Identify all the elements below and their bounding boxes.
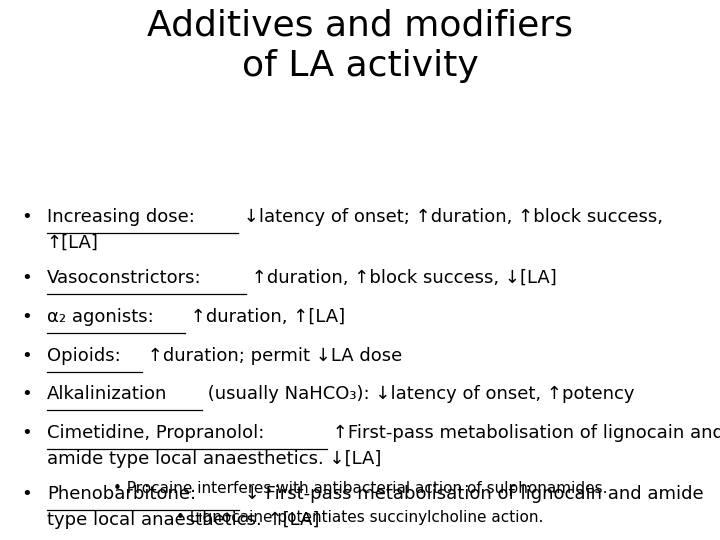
Text: ↑duration; permit ↓LA dose: ↑duration; permit ↓LA dose [142,347,402,364]
Text: ↓ First-pass metabolisation of lignocain and amide: ↓ First-pass metabolisation of lignocain… [239,485,704,503]
Text: Increasing dose:: Increasing dose: [47,208,194,226]
Text: •: • [22,269,32,287]
Text: • Lignocaine potentiates succinylcholine action.: • Lignocaine potentiates succinylcholine… [176,510,544,525]
Text: ↑[LA]: ↑[LA] [47,234,99,252]
Text: α₂ agonists:: α₂ agonists: [47,308,153,326]
Text: ↑First-pass metabolisation of lignocain and: ↑First-pass metabolisation of lignocain … [328,424,720,442]
Text: •: • [22,485,32,503]
Text: (usually NaHCO₃): ↓latency of onset, ↑potency: (usually NaHCO₃): ↓latency of onset, ↑po… [202,386,634,403]
Text: amide type local anaesthetics. ↓[LA]: amide type local anaesthetics. ↓[LA] [47,450,381,468]
Text: •: • [22,386,32,403]
Text: • Procaine interferes with antibacterial action of sulphonamides.: • Procaine interferes with antibacterial… [113,481,607,496]
Text: Opioids:: Opioids: [47,347,120,364]
Text: Vasoconstrictors:: Vasoconstrictors: [47,269,202,287]
Text: ↓latency of onset; ↑duration, ↑block success,: ↓latency of onset; ↑duration, ↑block suc… [238,208,662,226]
Text: Cimetidine, Propranolol:: Cimetidine, Propranolol: [47,424,264,442]
Text: ↑duration, ↑[LA]: ↑duration, ↑[LA] [184,308,345,326]
Text: •: • [22,208,32,226]
Text: Phenobarbitone:: Phenobarbitone: [47,485,196,503]
Text: •: • [22,308,32,326]
Text: •: • [22,424,32,442]
Text: Additives and modifiers
of LA activity: Additives and modifiers of LA activity [147,8,573,83]
Text: •: • [22,347,32,364]
Text: Alkalinization: Alkalinization [47,386,167,403]
Text: type local anaesthetics. ↑[LA]: type local anaesthetics. ↑[LA] [47,511,319,529]
Text: ↑duration, ↑block success, ↓[LA]: ↑duration, ↑block success, ↓[LA] [246,269,557,287]
